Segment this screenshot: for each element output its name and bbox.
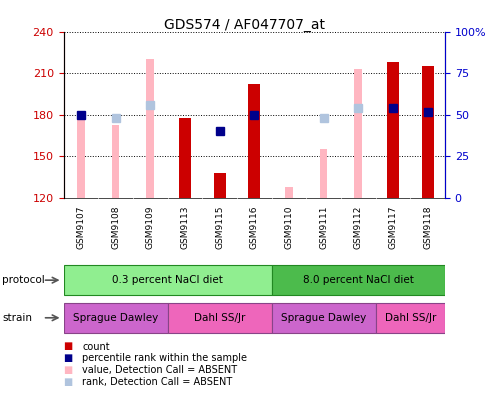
Text: Dahl SS/Jr: Dahl SS/Jr bbox=[194, 313, 245, 323]
Text: GSM9110: GSM9110 bbox=[284, 206, 293, 249]
Text: ■: ■ bbox=[63, 377, 73, 387]
Bar bbox=[63, 265, 271, 295]
Bar bbox=[213, 173, 225, 198]
Text: GSM9116: GSM9116 bbox=[249, 206, 258, 249]
Text: strain: strain bbox=[2, 313, 32, 323]
Text: value, Detection Call = ABSENT: value, Detection Call = ABSENT bbox=[82, 365, 237, 375]
Text: Dahl SS/Jr: Dahl SS/Jr bbox=[384, 313, 435, 323]
Bar bbox=[421, 66, 433, 198]
Bar bbox=[77, 115, 84, 198]
Bar bbox=[112, 124, 119, 198]
Bar bbox=[248, 84, 260, 198]
Text: count: count bbox=[82, 341, 109, 352]
Text: GSM9107: GSM9107 bbox=[76, 206, 85, 249]
Text: GSM9113: GSM9113 bbox=[180, 206, 189, 249]
Bar bbox=[386, 62, 398, 198]
Text: 8.0 percent NaCl diet: 8.0 percent NaCl diet bbox=[302, 275, 413, 285]
Bar bbox=[319, 149, 327, 198]
Bar bbox=[375, 303, 444, 333]
Text: 0.3 percent NaCl diet: 0.3 percent NaCl diet bbox=[112, 275, 223, 285]
Text: Sprague Dawley: Sprague Dawley bbox=[281, 313, 366, 323]
Bar bbox=[271, 265, 444, 295]
Text: GDS574 / AF047707_at: GDS574 / AF047707_at bbox=[163, 18, 325, 32]
Bar bbox=[271, 303, 375, 333]
Bar bbox=[63, 303, 167, 333]
Bar bbox=[146, 59, 154, 198]
Text: ■: ■ bbox=[63, 365, 73, 375]
Text: protocol: protocol bbox=[2, 275, 45, 285]
Text: ■: ■ bbox=[63, 353, 73, 364]
Text: GSM9112: GSM9112 bbox=[353, 206, 362, 249]
Bar bbox=[167, 303, 271, 333]
Text: GSM9108: GSM9108 bbox=[111, 206, 120, 249]
Text: GSM9111: GSM9111 bbox=[319, 206, 327, 249]
Bar bbox=[285, 187, 292, 198]
Text: Sprague Dawley: Sprague Dawley bbox=[73, 313, 158, 323]
Text: GSM9118: GSM9118 bbox=[422, 206, 431, 249]
Text: GSM9109: GSM9109 bbox=[145, 206, 154, 249]
Text: ■: ■ bbox=[63, 341, 73, 352]
Text: percentile rank within the sample: percentile rank within the sample bbox=[82, 353, 246, 364]
Bar bbox=[354, 69, 362, 198]
Text: rank, Detection Call = ABSENT: rank, Detection Call = ABSENT bbox=[82, 377, 232, 387]
Text: GSM9115: GSM9115 bbox=[215, 206, 224, 249]
Bar bbox=[179, 118, 191, 198]
Text: GSM9117: GSM9117 bbox=[387, 206, 397, 249]
